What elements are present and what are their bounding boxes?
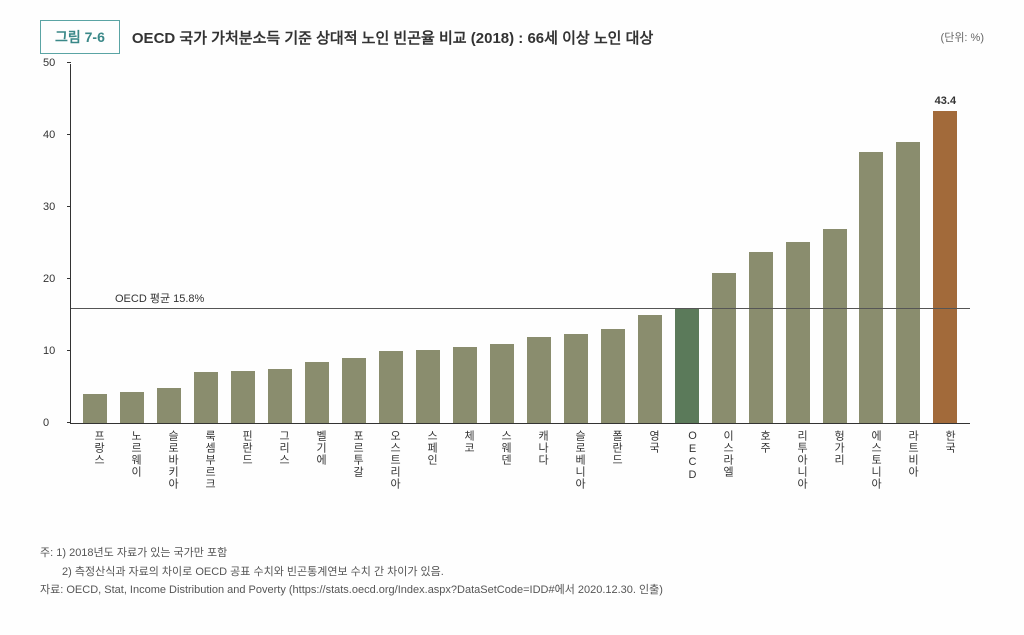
- chart-header: 그림 7-6 OECD 국가 가처분소득 기준 상대적 노인 빈곤율 비교 (2…: [40, 20, 984, 54]
- x-category-label: 노르웨이: [120, 430, 144, 490]
- bar: [712, 273, 736, 423]
- bar: [823, 229, 847, 423]
- x-category-label: 프랑스: [83, 430, 107, 490]
- x-category-label: 슬로베니아: [564, 430, 588, 490]
- y-tick-label: 10: [43, 345, 55, 357]
- unit-label: (단위: %): [941, 29, 984, 45]
- bar: [157, 388, 181, 423]
- bar: [379, 351, 403, 423]
- bar: [120, 392, 144, 423]
- y-tick-mark: [67, 206, 71, 207]
- x-axis-labels: 프랑스 노르웨이 슬로바키아 룩셈부르크 핀란드 그리스 벨기에 포르투갈 오스트리아 스페인 체코…: [70, 430, 970, 490]
- x-category-label: 리투아니아: [786, 430, 810, 490]
- x-category-label: 이스라엘: [712, 430, 736, 490]
- y-tick-label: 50: [43, 57, 55, 69]
- chart-title: OECD 국가 가처분소득 기준 상대적 노인 빈곤율 비교 (2018) : …: [132, 27, 653, 48]
- bar: [564, 334, 588, 423]
- note-1-text: 1) 2018년도 자료가 있는 국가만 포함: [56, 547, 227, 559]
- x-category-label: 한국: [934, 430, 958, 490]
- bar: [231, 371, 255, 423]
- source-line: 자료: OECD, Stat, Income Distribution and …: [40, 581, 984, 600]
- x-category-label: 슬로바키아: [157, 430, 181, 490]
- bar-value-label: 43.4: [935, 95, 956, 107]
- y-tick-mark: [67, 422, 71, 423]
- bar: [342, 358, 366, 423]
- x-category-label: 스페인: [416, 430, 440, 490]
- x-category-label: 벨기에: [305, 430, 329, 490]
- x-category-label: 핀란드: [231, 430, 255, 490]
- bar: [638, 315, 662, 423]
- x-category-label: 폴란드: [601, 430, 625, 490]
- x-category-label: OECD: [675, 430, 699, 490]
- bar: [194, 372, 218, 423]
- bars-container: 43.4: [71, 64, 970, 423]
- x-category-label: 룩셈부르크: [194, 430, 218, 490]
- bar: [859, 152, 883, 423]
- x-category-label: 에스토니아: [860, 430, 884, 490]
- y-tick-mark: [67, 278, 71, 279]
- note-prefix: 주:: [40, 547, 56, 559]
- bar: [749, 252, 773, 423]
- x-category-label: 체코: [453, 430, 477, 490]
- x-category-label: 포르투갈: [342, 430, 366, 490]
- chart-notes: 주: 1) 2018년도 자료가 있는 국가만 포함 2) 측정산식과 자료의 …: [40, 544, 984, 600]
- bar: [305, 362, 329, 423]
- bar: [490, 344, 514, 423]
- x-category-label: 헝가리: [823, 430, 847, 490]
- bar: [83, 394, 107, 423]
- source-text: OECD, Stat, Income Distribution and Pove…: [66, 584, 663, 596]
- plot-area: 43.4 01020304050OECD 평균 15.8%: [70, 64, 970, 424]
- average-line: [71, 308, 970, 309]
- bar: [896, 142, 920, 423]
- x-category-label: 라트비아: [897, 430, 921, 490]
- bar: [453, 347, 477, 423]
- bar-chart: 43.4 01020304050OECD 평균 15.8% 프랑스 노르웨이 슬로바…: [40, 64, 980, 524]
- source-prefix: 자료:: [40, 584, 66, 596]
- bar: [675, 309, 699, 423]
- y-tick-label: 20: [43, 273, 55, 285]
- bar: [527, 337, 551, 423]
- bar: [601, 329, 625, 423]
- bar: [268, 369, 292, 423]
- figure-number-box: 그림 7-6: [40, 20, 120, 54]
- average-label: OECD 평균 15.8%: [111, 290, 208, 306]
- y-tick-label: 40: [43, 129, 55, 141]
- y-tick-mark: [67, 134, 71, 135]
- x-category-label: 호주: [749, 430, 773, 490]
- bar: [786, 242, 810, 423]
- x-category-label: 그리스: [268, 430, 292, 490]
- note-line-1: 주: 1) 2018년도 자료가 있는 국가만 포함: [40, 544, 984, 563]
- bar: [416, 350, 440, 423]
- x-category-label: 스웨덴: [490, 430, 514, 490]
- y-tick-label: 0: [43, 417, 49, 429]
- y-tick-mark: [67, 350, 71, 351]
- x-category-label: 캐나다: [527, 430, 551, 490]
- y-tick-label: 30: [43, 201, 55, 213]
- note-line-2: 2) 측정산식과 자료의 차이로 OECD 공표 수치와 빈곤통계연보 수치 간…: [40, 563, 984, 582]
- x-category-label: 오스트리아: [379, 430, 403, 490]
- y-tick-mark: [67, 62, 71, 63]
- x-category-label: 영국: [638, 430, 662, 490]
- bar: 43.4: [933, 111, 957, 423]
